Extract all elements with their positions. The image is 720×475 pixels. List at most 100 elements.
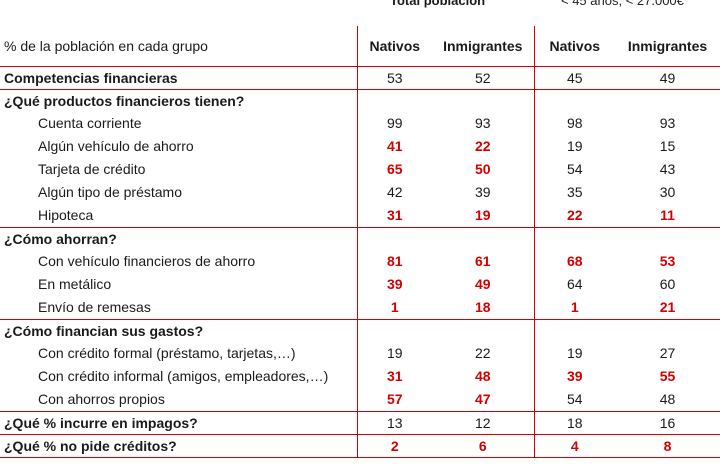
table-row: Hipoteca 31 19 22 11: [0, 204, 720, 228]
table-row: Con crédito formal (préstamo, tarjetas,……: [0, 342, 720, 365]
row-label: Cuenta corriente: [38, 115, 142, 131]
row-label: Con vehículo financieros de ahorro: [38, 253, 256, 269]
value-cell: 30: [659, 184, 676, 200]
value-cell: [615, 319, 720, 342]
value-cell: 31: [356, 204, 432, 228]
section-label: Competencias financieras: [0, 66, 357, 90]
value-cell: 43: [659, 161, 676, 177]
value-cell: [534, 89, 615, 112]
section-row: ¿Qué % no pide créditos? 2 6 4 8: [0, 434, 720, 458]
value-cell: 65: [356, 158, 432, 181]
value-cell: 64: [566, 276, 583, 292]
value-cell: 53: [659, 253, 676, 269]
total-population-header: Total población: [390, 0, 486, 8]
value-cell: 48: [432, 365, 535, 388]
value-cell: 4: [534, 434, 615, 458]
value-cell: 39: [356, 273, 432, 296]
subgroup-header: < 45 años, < 27.000€: [561, 0, 684, 8]
table-row: Tarjeta de crédito 65 50 54 43: [0, 158, 720, 181]
value-cell: 68: [566, 253, 583, 269]
table-row: Envío de remesas 1 18 1 21: [0, 296, 720, 320]
row-label: Con crédito formal (préstamo, tarjetas,……: [38, 345, 296, 361]
value-cell: 49: [615, 66, 720, 90]
value-cell: 54: [566, 161, 583, 177]
value-cell: 1: [570, 299, 579, 315]
col-header-nativos-sub: Nativos: [534, 26, 615, 67]
value-cell: [534, 227, 615, 250]
value-cell: 55: [659, 368, 676, 384]
value-cell: 52: [432, 66, 535, 90]
row-label: Con crédito informal (amigos, empleadore…: [38, 368, 329, 384]
value-cell: 18: [534, 411, 615, 435]
value-cell: 98: [566, 115, 583, 131]
value-cell: 49: [432, 273, 535, 296]
value-cell: 48: [659, 391, 676, 407]
value-cell: 57: [356, 388, 432, 412]
value-cell: 50: [432, 158, 535, 181]
value-cell: 61: [432, 250, 535, 273]
value-cell: [432, 89, 535, 112]
value-cell: 93: [659, 115, 676, 131]
value-cell: 27: [659, 345, 676, 361]
row-label: Hipoteca: [38, 207, 94, 223]
header-label: % de la población en cada grupo: [0, 26, 357, 67]
row-label: Con ahorros propios: [38, 391, 165, 407]
value-cell: 22: [566, 207, 583, 223]
value-cell: 45: [534, 66, 615, 90]
table-body: Competencias financieras 53 52 45 49 ¿Qué pro…: [0, 66, 720, 458]
table-row: Algún vehículo de ahorro 41 22 19 15: [0, 135, 720, 158]
value-cell: 13: [356, 411, 432, 435]
row-label: Envío de remesas: [38, 299, 151, 315]
table-row: Cuenta corriente 99 93 98 93: [0, 112, 720, 135]
value-cell: 60: [659, 276, 676, 292]
value-cell: 11: [660, 207, 675, 223]
table-header-row: % de la población en cada grupo Nativos …: [0, 26, 720, 67]
value-cell: 15: [659, 138, 676, 154]
value-cell: 31: [356, 365, 432, 388]
value-cell: [615, 227, 720, 250]
value-cell: 54: [566, 391, 583, 407]
value-cell: 19: [566, 138, 583, 154]
value-cell: 93: [432, 112, 535, 135]
value-cell: 41: [356, 135, 432, 158]
col-header-inmigrantes-sub: Inmigrantes: [615, 26, 720, 67]
section-label: ¿Cómo ahorran?: [0, 227, 357, 250]
section-label: ¿Qué productos financieros tienen?: [0, 89, 357, 112]
section-row: ¿Cómo financian sus gastos?: [0, 319, 720, 342]
value-cell: 81: [356, 250, 432, 273]
value-cell: 8: [615, 434, 720, 458]
section-label: ¿Cómo financian sus gastos?: [0, 319, 357, 342]
value-cell: [432, 319, 535, 342]
value-cell: [356, 89, 432, 112]
value-cell: 35: [566, 184, 583, 200]
value-cell: [534, 319, 615, 342]
section-row: ¿Qué productos financieros tienen?: [0, 89, 720, 112]
value-cell: 22: [432, 342, 535, 365]
row-label: Algún tipo de préstamo: [38, 184, 182, 200]
value-cell: 19: [356, 342, 432, 365]
section-row: ¿Qué % incurre en impagos? 13 12 18 16: [0, 411, 720, 435]
section-row: ¿Cómo ahorran?: [0, 227, 720, 250]
value-cell: [432, 227, 535, 250]
section-label: ¿Qué % no pide créditos?: [0, 434, 357, 458]
value-cell: 39: [432, 181, 535, 204]
table-row: En metálico 39 49 64 60: [0, 273, 720, 296]
value-cell: 12: [432, 411, 535, 435]
row-label: Tarjeta de crédito: [38, 161, 146, 177]
value-cell: 18: [432, 296, 535, 320]
value-cell: 47: [432, 388, 535, 412]
value-cell: 2: [356, 434, 432, 458]
col-header-inmigrantes-total: Inmigrantes: [432, 26, 535, 67]
row-label: Algún vehículo de ahorro: [38, 138, 194, 154]
value-cell: 6: [432, 434, 535, 458]
value-cell: [356, 227, 432, 250]
table-row: Algún tipo de préstamo 42 39 35 30: [0, 181, 720, 204]
col-header-nativos-total: Nativos: [356, 26, 432, 67]
row-label: En metálico: [38, 276, 112, 292]
value-cell: 22: [432, 135, 535, 158]
value-cell: [615, 89, 720, 112]
value-cell: [356, 319, 432, 342]
value-cell: 99: [356, 112, 432, 135]
financial-competence-table: % de la población en cada grupo Nativos …: [0, 26, 720, 458]
value-cell: 39: [566, 368, 583, 384]
